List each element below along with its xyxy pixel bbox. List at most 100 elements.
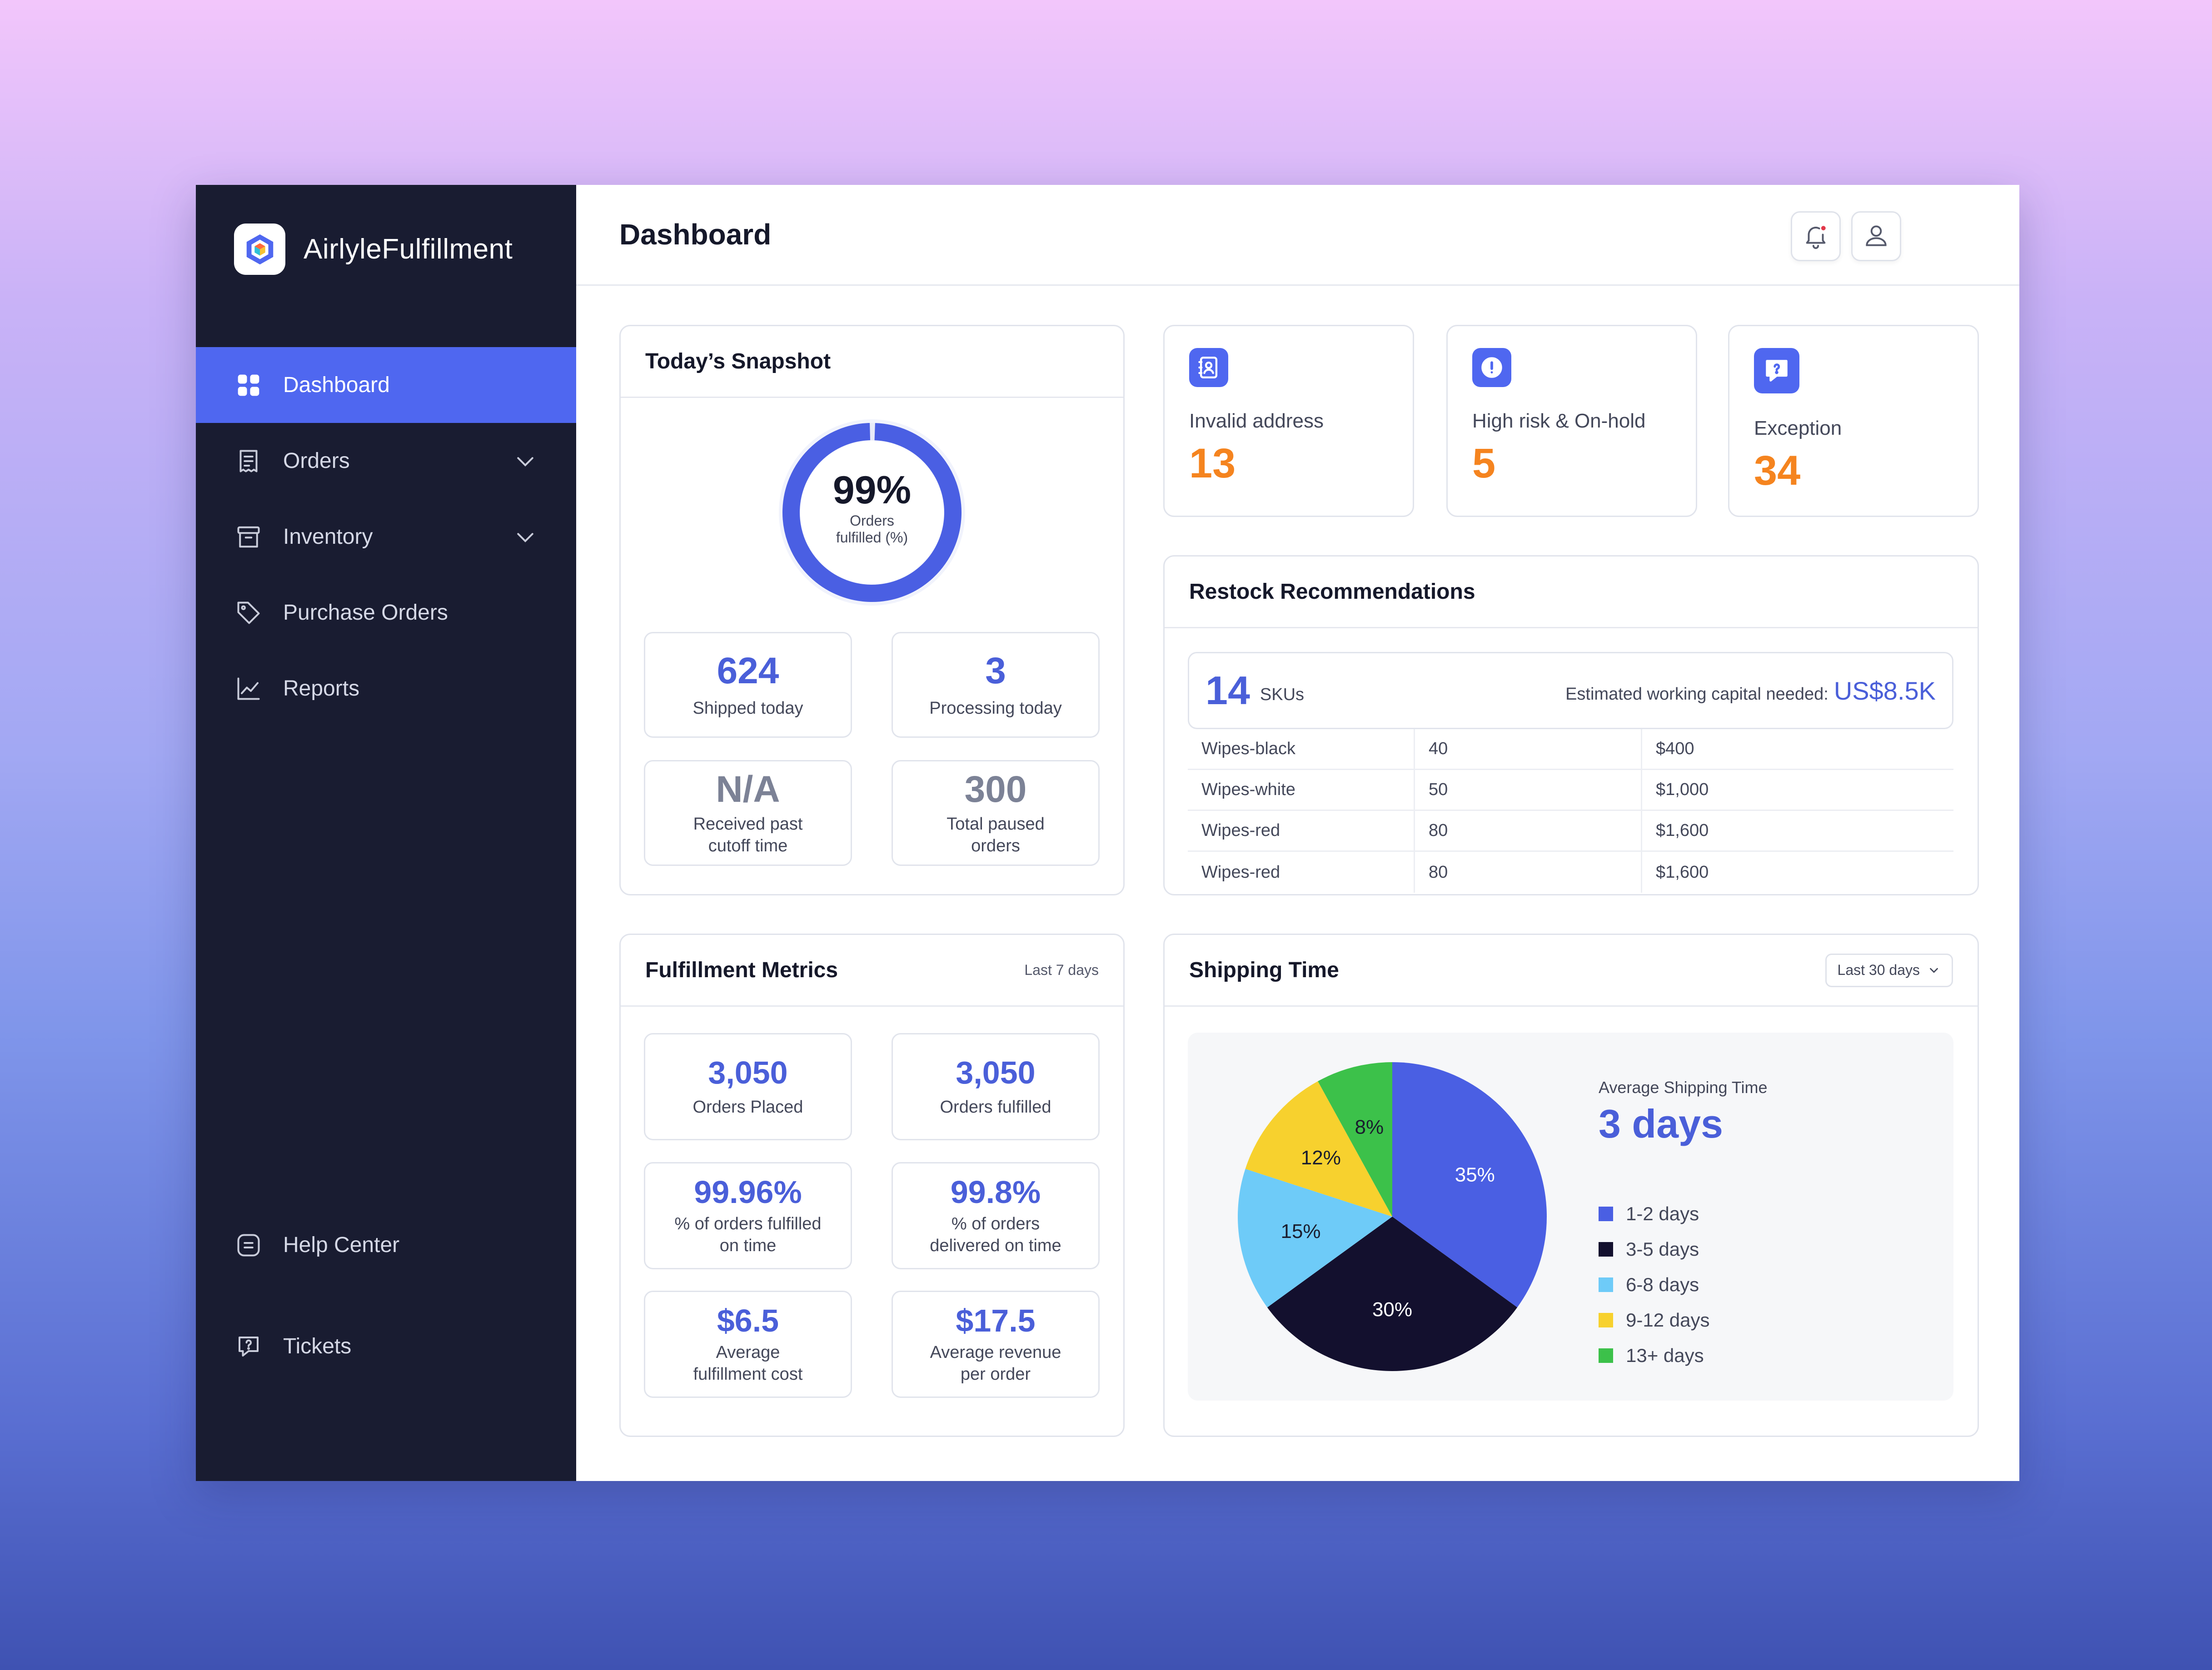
tile-value: 300 [964, 768, 1027, 810]
legend-item[interactable]: 13+ days [1599, 1338, 1709, 1373]
tile-value: N/A [716, 768, 780, 810]
avg-shipping-value: 3 days [1599, 1101, 1723, 1146]
sidebar-item-label: Tickets [283, 1334, 352, 1358]
received-past-cutoff-tile[interactable]: N/A Received past cutoff time [644, 760, 852, 866]
fulfillment-metrics-card: Fulfillment Metrics Last 7 days 3,050 Or… [619, 934, 1125, 1437]
sku-cost: $1,600 [1656, 862, 1709, 882]
metrics-header: Fulfillment Metrics Last 7 days [621, 935, 1123, 1007]
profile-button[interactable] [1851, 211, 1901, 261]
pie-slice-label: 15% [1280, 1220, 1320, 1243]
period-dropdown[interactable]: Last 30 days [1825, 953, 1953, 987]
shipped-today-tile[interactable]: 624 Shipped today [644, 632, 852, 738]
shipping-chart-panel: 35% 30% 15% 12% 8% Average Shipping Time 3 d… [1188, 1033, 1953, 1401]
legend-item[interactable]: 6-8 days [1599, 1267, 1709, 1302]
invalid-address-card[interactable]: Invalid address 13 [1163, 325, 1414, 517]
legend-label: 13+ days [1626, 1345, 1704, 1366]
table-row[interactable]: Wipes-red 80 $1,600 [1188, 811, 1953, 852]
shipping-pie-chart: 35% 30% 15% 12% 8% [1238, 1062, 1547, 1371]
ring-progress-arc [782, 423, 962, 602]
chevron-down-icon[interactable] [513, 448, 538, 474]
sidebar-item-purchase-orders[interactable]: Purchase Orders [196, 575, 576, 651]
fulfilled-on-time-tile[interactable]: 99.96% % of orders fulfilled on time [644, 1162, 852, 1269]
total-paused-orders-tile[interactable]: 300 Total paused orders [892, 760, 1100, 866]
snapshot-title: Today’s Snapshot [645, 349, 831, 373]
shipping-time-card: Shipping Time Last 30 days 35% 30% 15% 12% 8… [1163, 934, 1979, 1437]
tile-label: Orders fulfilled [940, 1097, 1051, 1117]
shipping-title: Shipping Time [1189, 958, 1339, 982]
delivered-on-time-tile[interactable]: 99.8% % of orders delivered on time [892, 1162, 1100, 1269]
legend-swatch [1599, 1313, 1613, 1327]
sidebar-item-dashboard[interactable]: Dashboard [196, 347, 576, 423]
snapshot-card: Today’s Snapshot 99% Orders fulfilled (%… [619, 325, 1125, 895]
tag-icon [234, 598, 263, 627]
ring-label: fulfilled (%) [836, 529, 908, 546]
brand[interactable]: AirlyleFulfillment [234, 224, 513, 275]
sidebar-item-inventory[interactable]: Inventory [196, 499, 576, 575]
tile-value: 3,050 [708, 1054, 788, 1090]
legend-swatch [1599, 1207, 1613, 1221]
tile-label: % of orders fulfilled [674, 1214, 822, 1233]
capital-needed: Estimated working capital needed: US$8.5… [1565, 676, 1936, 706]
tile-label: Average [716, 1343, 780, 1362]
restock-header: Restock Recommendations [1165, 557, 1978, 628]
legend-item[interactable]: 1-2 days [1599, 1196, 1709, 1232]
chat-question-icon [234, 1332, 263, 1361]
tile-label: Shipped today [692, 698, 803, 718]
stat-value: 13 [1189, 440, 1236, 487]
table-row[interactable]: Wipes-white 50 $1,000 [1188, 770, 1953, 811]
tile-label: Average revenue [930, 1343, 1061, 1362]
pie-slice-4[interactable] [1245, 1081, 1392, 1217]
legend-item[interactable]: 3-5 days [1599, 1232, 1709, 1267]
chat-question-icon [1754, 348, 1799, 393]
sku-name: Wipes-white [1188, 770, 1415, 810]
alert-circle-icon [1472, 348, 1511, 387]
sidebar-item-label: Inventory [283, 525, 373, 549]
sku-name: Wipes-red [1188, 811, 1415, 850]
stat-value: 34 [1754, 447, 1801, 494]
legend-swatch [1599, 1277, 1613, 1292]
tile-label: orders [971, 836, 1020, 855]
bell-icon [1802, 222, 1830, 251]
processing-today-tile[interactable]: 3 Processing today [892, 632, 1100, 738]
snapshot-header: Today’s Snapshot [621, 326, 1123, 398]
tile-label: Total paused [947, 815, 1045, 834]
chevron-down-icon[interactable] [513, 524, 538, 550]
table-row[interactable]: Wipes-black 40 $400 [1188, 729, 1953, 770]
user-icon [1862, 222, 1890, 251]
tile-label: Orders Placed [692, 1097, 803, 1117]
notifications-button[interactable] [1791, 211, 1841, 261]
avg-fulfillment-cost-tile[interactable]: $6.5 Average fulfillment cost [644, 1291, 852, 1398]
receipt-icon [234, 447, 263, 476]
sku-count: 14 [1206, 668, 1250, 713]
legend-label: 3-5 days [1626, 1238, 1699, 1260]
archive-box-icon [234, 522, 263, 552]
sidebar-item-orders[interactable]: Orders [196, 423, 576, 499]
sidebar-item-help-center[interactable]: Help Center [196, 1207, 576, 1283]
chevron-down-icon [1927, 964, 1941, 977]
sidebar-item-label: Orders [283, 449, 350, 473]
pie-slice-5[interactable] [1318, 1062, 1392, 1217]
pie-slice-1[interactable] [1392, 1062, 1547, 1307]
legend-swatch [1599, 1348, 1613, 1363]
avg-revenue-per-order-tile[interactable]: $17.5 Average revenue per order [892, 1291, 1100, 1398]
exception-card[interactable]: Exception 34 [1728, 325, 1979, 517]
stat-value: 5 [1472, 440, 1496, 487]
tile-label: Processing today [929, 698, 1062, 718]
legend-label: 9-12 days [1626, 1309, 1710, 1331]
sidebar-item-tickets[interactable]: Tickets [196, 1308, 576, 1384]
tile-label: delivered on time [930, 1236, 1061, 1255]
orders-fulfilled-tile[interactable]: 3,050 Orders fulfilled [892, 1033, 1100, 1140]
pie-slice-2[interactable] [1267, 1217, 1518, 1371]
sidebar: AirlyleFulfillment Dashboard Orde [196, 185, 576, 1481]
pie-slice-label: 30% [1372, 1298, 1412, 1321]
high-risk-card[interactable]: High risk & On-hold 5 [1446, 325, 1697, 517]
legend-label: 6-8 days [1626, 1274, 1699, 1295]
table-row[interactable]: Wipes-red 80 $1,600 [1188, 852, 1953, 893]
orders-placed-tile[interactable]: 3,050 Orders Placed [644, 1033, 852, 1140]
fulfilled-ring: 99% Orders fulfilled (%) [777, 417, 967, 608]
legend-item[interactable]: 9-12 days [1599, 1302, 1709, 1338]
pie-slice-3[interactable] [1238, 1168, 1392, 1307]
sidebar-item-reports[interactable]: Reports [196, 651, 576, 726]
sku-name: Wipes-black [1188, 729, 1415, 769]
pie-slice-label: 12% [1301, 1147, 1341, 1169]
